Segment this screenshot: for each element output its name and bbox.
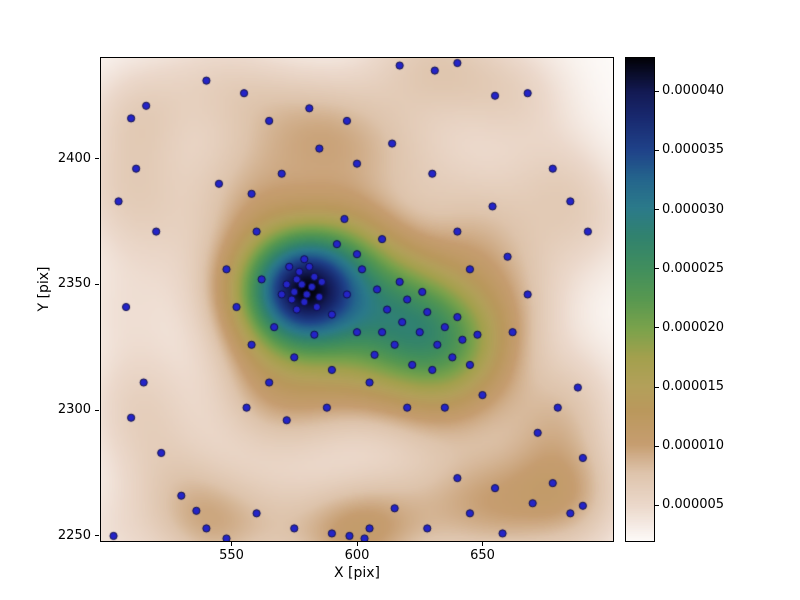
x-tick-label: 650 [470,548,495,563]
colorbar-tick-mark [655,327,659,329]
y-tick-label: 2400 [57,150,91,166]
y-tick-label: 2300 [57,402,91,418]
colorbar-tick-mark [655,386,659,388]
colorbar-tick-mark [655,268,659,270]
x-tick-mark [231,542,232,546]
kde-heatmap-canvas [101,58,613,541]
plot-area [100,57,614,542]
x-tick-mark [356,542,358,546]
colorbar-tick-label: 0.000010 [662,438,725,454]
colorbar-tick-label: 0.000005 [662,497,725,513]
y-tick-mark [95,158,99,160]
colorbar [625,57,655,542]
y-tick-mark [95,535,99,537]
colorbar-tick-mark [655,149,659,151]
colorbar-gradient-canvas [626,58,654,541]
y-tick-label: 2350 [57,276,91,292]
x-tick-label: 600 [344,548,370,563]
x-axis-label: X [pix] [333,565,381,581]
y-tick-mark [95,283,99,285]
y-tick-label: 2250 [57,527,91,543]
colorbar-tick-label: 0.000035 [662,142,725,158]
colorbar-tick-label: 0.000030 [662,201,725,217]
x-tick-mark [481,542,483,546]
colorbar-tick-label: 0.000015 [662,379,725,395]
colorbar-tick-label: 0.000040 [662,83,725,99]
colorbar-tick-mark [655,445,659,447]
colorbar-tick-label: 0.000025 [662,260,725,276]
colorbar-tick-mark [655,90,659,92]
colorbar-tick-label: 0.000020 [662,319,725,335]
colorbar-tick-mark [655,504,659,506]
x-tick-label: 550 [219,548,244,563]
colorbar-tick-mark [655,209,659,211]
y-tick-mark [95,409,99,411]
